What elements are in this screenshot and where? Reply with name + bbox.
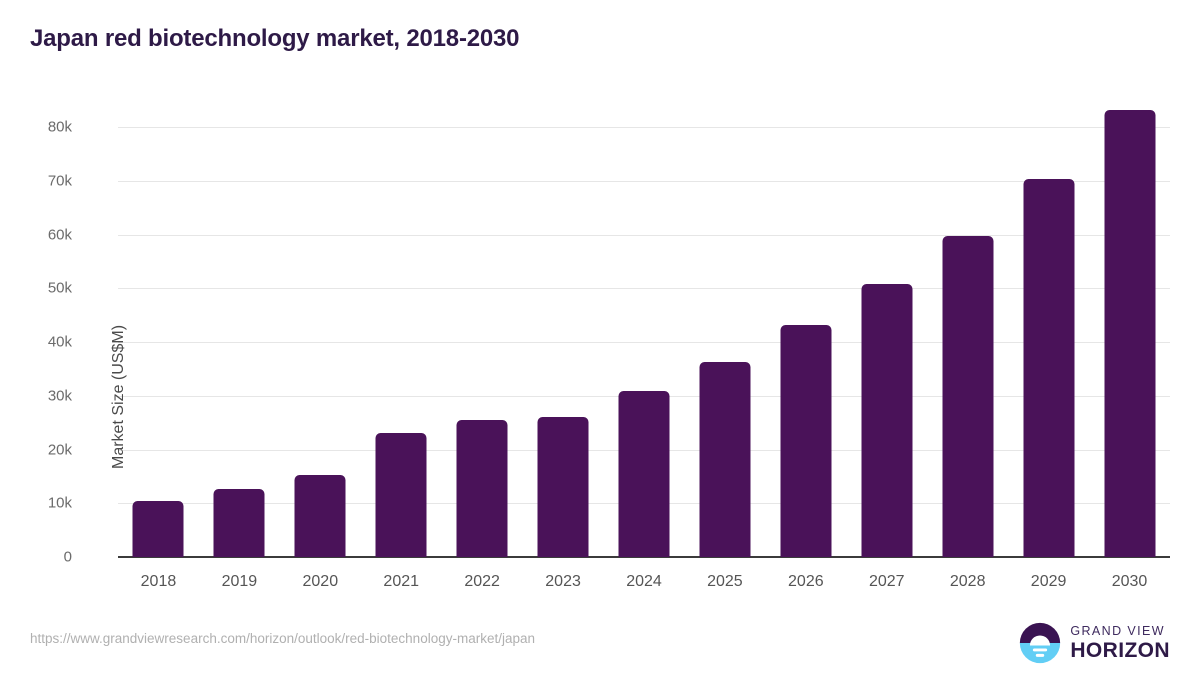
bar-slot: 2023 [523,127,604,590]
x-axis-tick-label: 2019 [221,573,258,590]
logo-text-grand-view: GRAND VIEW [1070,623,1165,638]
page-title: Japan red biotechnology market, 2018-203… [30,25,520,52]
bar[interactable] [942,235,994,557]
bar[interactable] [699,361,751,557]
bar-slot: 2021 [361,127,442,590]
y-axis-tick-label: 50k [47,279,72,297]
grand-view-horizon-logo[interactable]: GRAND VIEW HORIZON [1019,620,1170,666]
bar[interactable] [618,390,670,557]
bar[interactable] [375,432,427,557]
x-axis-tick-label: 2025 [707,573,743,590]
logo-text-horizon: HORIZON [1070,639,1170,663]
bar[interactable] [213,488,265,557]
y-axis-tick-label: 30k [47,387,72,405]
bar[interactable] [456,419,508,557]
bar-slot: 2027 [846,127,927,590]
bar-slot: 2025 [684,127,765,590]
x-axis-tick-label: 2020 [302,573,339,590]
bar[interactable] [1104,110,1156,557]
x-axis-tick-label: 2029 [1030,573,1067,590]
bar-slot: 2024 [604,127,685,590]
bar-slot: 2022 [442,127,523,590]
x-axis-tick-label: 2023 [545,573,581,590]
bar[interactable] [1023,178,1075,557]
bar[interactable] [537,416,589,557]
x-axis-tick-label: 2030 [1111,573,1148,590]
gridline [118,127,1170,128]
gridline [118,342,1170,343]
bar-slot: 2020 [280,127,361,590]
y-axis-tick-label: 80k [47,118,72,136]
bar-slot: 2026 [765,127,846,590]
x-axis-tick-label: 2021 [383,573,420,590]
bar[interactable] [132,501,184,557]
x-axis-tick-label: 2026 [788,573,824,590]
bars-group: 2018 2019 2020 2021 2022 2023 2024 2025 2026 2027… [118,110,1170,590]
bar-slot: 2030 [1089,110,1170,590]
bar[interactable] [780,325,832,557]
x-axis-tick-label: 2022 [464,573,500,590]
bar-slot: 2029 [1008,127,1089,590]
bar-slot: 2028 [927,127,1008,590]
x-axis-tick-label: 2028 [949,573,986,590]
gridline [118,180,1170,182]
gridline [118,234,1170,236]
x-axis-tick-label: 2024 [626,573,662,590]
x-axis-tick-label: 2018 [140,573,177,590]
y-axis-tick-label: 0 [63,548,72,566]
source-url-link[interactable]: https://www.grandviewresearch.com/horizo… [30,631,536,646]
x-axis-line [118,556,1170,558]
bar-slot: 2018 [118,127,199,590]
gridline [118,288,1170,290]
grand-view-horizon-logo-mark [1020,622,1061,664]
y-axis-tick-label: 10k [47,494,72,512]
y-axis-tick-label: 20k [47,441,72,458]
bar-slot: 2019 [199,127,280,590]
y-axis-tick-label: 70k [47,172,72,190]
bar[interactable] [294,475,346,557]
bar[interactable] [861,283,913,557]
logo-wordmark: GRAND VIEW HORIZON [1070,625,1170,662]
y-axis-tick-label: 60k [47,226,72,243]
y-axis-tick-label: 40k [47,333,72,351]
x-axis-tick-label: 2027 [868,573,905,590]
